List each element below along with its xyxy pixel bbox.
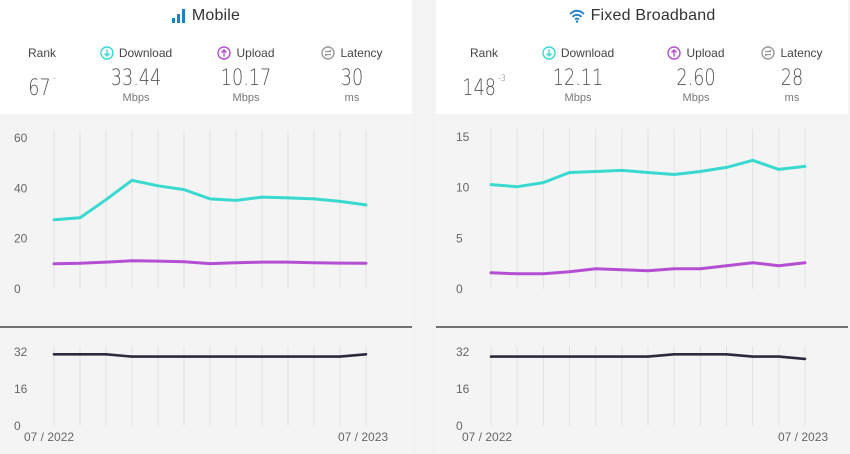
download-unit: Mbps <box>122 92 150 104</box>
y-tick-label: 32 <box>456 345 470 359</box>
latency-icon <box>761 46 776 60</box>
download-series-line <box>489 158 807 189</box>
download-value: 12.11 <box>552 66 604 91</box>
latency-value: 28 <box>780 66 804 91</box>
upload-series-line <box>52 259 368 266</box>
y-tick-label: 0 <box>14 282 21 296</box>
download-label: Download <box>560 46 615 60</box>
x-start-label: 07 / 2022 <box>462 430 512 444</box>
latency-series-line <box>489 352 807 361</box>
download-unit: Mbps <box>564 92 592 104</box>
download-label: Download <box>118 46 173 60</box>
fixed-latency-stat[interactable]: Latency 28 ms <box>754 44 830 104</box>
latency-unit: ms <box>344 92 360 104</box>
x-end-label: 07 / 2023 <box>778 430 828 444</box>
mobile-download-stat[interactable]: Download 33.44 Mbps <box>86 44 186 104</box>
rank-label: Rank <box>27 46 56 60</box>
upload-label: Upload <box>236 46 275 60</box>
y-tick-label: 5 <box>456 231 463 245</box>
y-tick-label: 0 <box>14 419 21 433</box>
download-icon <box>100 46 114 60</box>
mobile-latency-stat[interactable]: Latency 30 ms <box>314 44 390 104</box>
y-tick-label: 15 <box>456 130 470 144</box>
fixed-download-stat[interactable]: Download 12.11 Mbps <box>528 44 628 104</box>
rank-change: - <box>53 74 56 84</box>
latency-value: 30 <box>340 66 364 91</box>
upload-value: 10.17 <box>220 66 272 91</box>
y-tick-label: 16 <box>14 382 28 396</box>
y-tick-label: 40 <box>14 181 28 195</box>
y-tick-label: 16 <box>456 382 470 396</box>
y-tick-label: 10 <box>456 181 470 195</box>
y-tick-label: 0 <box>456 282 463 296</box>
y-tick-label: 32 <box>14 345 28 359</box>
fixed-rank-stat: Rank 148 -3 <box>454 44 514 102</box>
mobile-panel: Mobile Rank 67- Download 33.44 Mbps <box>0 0 412 454</box>
latency-label: Latency <box>340 46 383 60</box>
y-tick-label: 0 <box>456 419 463 433</box>
upload-icon <box>667 46 682 60</box>
fixed-broadband-chart: 0 5 10 15 0 16 32 07 / 2022 07 / 2023 <box>436 129 848 444</box>
latency-series-line <box>52 352 368 358</box>
mobile-upload-stat[interactable]: Upload 10.17 Mbps <box>206 44 286 104</box>
fixed-broadband-panel: Fixed Broadband Rank 148 -3 Download 12.1… <box>436 0 848 454</box>
latency-label: Latency <box>780 46 823 60</box>
download-value: 33.44 <box>110 66 162 91</box>
rank-value: 148 -3 <box>462 74 506 101</box>
fixed-upload-stat[interactable]: Upload 2.60 Mbps <box>656 44 736 104</box>
upload-unit: Mbps <box>232 92 260 104</box>
signal-bars-icon <box>171 9 185 23</box>
download-series-line <box>52 178 368 222</box>
mobile-chart: 0 20 40 60 0 16 32 07 / 2022 07 / 2023 <box>0 130 412 444</box>
wifi-icon <box>568 9 585 23</box>
fixed-title: Fixed Broadband <box>436 4 848 28</box>
mobile-title: Mobile <box>0 4 412 28</box>
latency-icon <box>321 46 336 60</box>
y-tick-label: 60 <box>14 131 28 145</box>
download-icon <box>542 46 556 60</box>
mobile-rank-stat: Rank 67- <box>12 44 72 102</box>
upload-series-line <box>489 261 807 276</box>
fixed-title-text: Fixed Broadband <box>590 7 716 24</box>
x-start-label: 07 / 2022 <box>24 430 74 444</box>
rank-label: Rank <box>469 46 498 60</box>
rank-change: -3 <box>498 74 506 84</box>
upload-label: Upload <box>686 46 725 60</box>
fixed-header: Fixed Broadband Rank 148 -3 Download 12.1… <box>436 0 848 114</box>
latency-unit: ms <box>784 92 800 104</box>
x-end-label: 07 / 2023 <box>338 430 388 444</box>
y-tick-label: 20 <box>14 232 28 246</box>
mobile-title-text: Mobile <box>191 7 241 24</box>
upload-icon <box>217 46 232 60</box>
upload-unit: Mbps <box>682 92 710 104</box>
mobile-header: Mobile Rank 67- Download 33.44 Mbps <box>0 0 412 114</box>
rank-value: 67- <box>28 74 56 101</box>
upload-value: 2.60 <box>676 66 716 91</box>
